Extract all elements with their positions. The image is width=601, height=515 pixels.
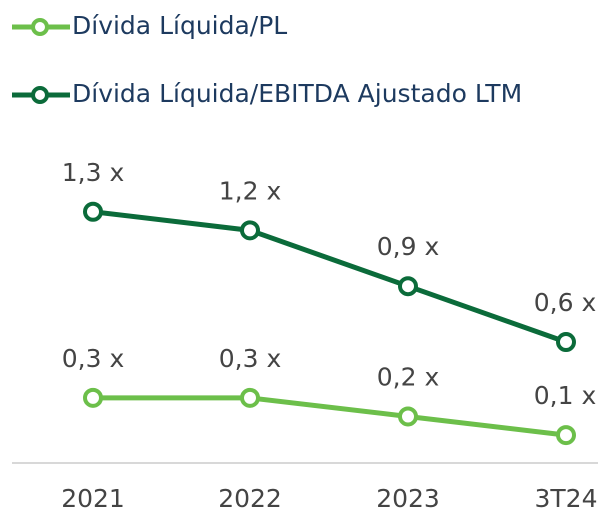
data-label: 1,2 x (219, 176, 282, 205)
legend-label: Dívida Líquida/EBITDA Ajustado LTM (72, 79, 522, 108)
point (240, 387, 260, 408)
data-label: 0,1 x (534, 381, 597, 410)
point (398, 406, 418, 427)
legend-label: Dívida Líquida/PL (72, 11, 287, 40)
x-tick-label: 2021 (61, 484, 125, 513)
point (398, 276, 418, 297)
legend-marker (31, 86, 49, 104)
point (240, 220, 260, 241)
series-line (92, 209, 567, 345)
x-tick-label: 2023 (376, 484, 440, 513)
x-tick-label: 3T24 (535, 484, 598, 513)
data-label: 0,9 x (377, 232, 440, 261)
data-label: 1,3 x (62, 158, 125, 187)
legend-marker (31, 18, 49, 36)
data-label: 0,6 x (534, 288, 597, 317)
point (556, 332, 576, 353)
point (556, 425, 576, 446)
x-tick-label: 2022 (218, 484, 282, 513)
series-line (93, 395, 567, 438)
data-label: 0,3 x (62, 344, 125, 373)
data-label: 0,2 x (377, 362, 440, 391)
data-label: 0,3 x (219, 344, 282, 373)
point (83, 201, 103, 222)
point (83, 387, 103, 408)
